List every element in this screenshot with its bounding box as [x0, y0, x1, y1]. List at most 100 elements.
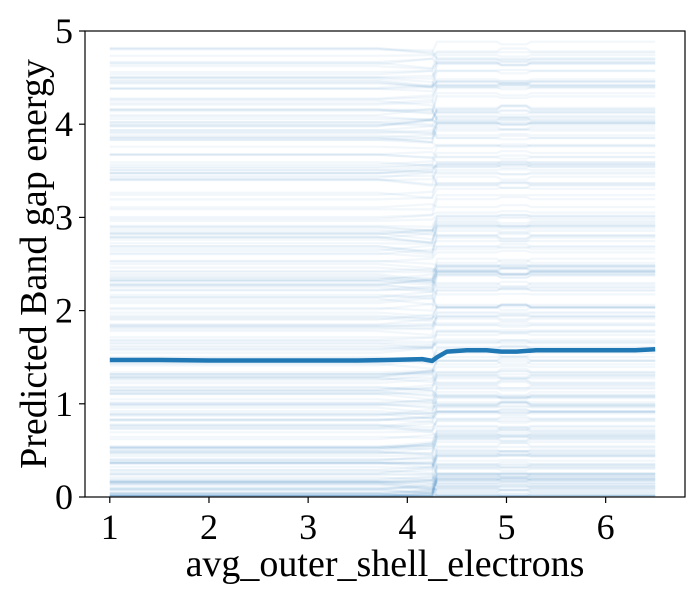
- ice-line: [109, 373, 656, 384]
- ice-line: [109, 483, 656, 498]
- ice-line: [109, 345, 656, 364]
- ice-line: [109, 274, 656, 300]
- ice-line: [109, 428, 656, 450]
- ice-line: [109, 114, 656, 140]
- ice-line: [109, 180, 656, 196]
- ice-line: [109, 450, 656, 475]
- ice-line: [109, 338, 656, 348]
- ice-line: [109, 312, 656, 320]
- ice-line: [109, 122, 656, 144]
- ice-line: [109, 477, 656, 498]
- ice-line: [109, 474, 656, 498]
- ice-line: [109, 69, 656, 87]
- ice-line: [109, 479, 656, 484]
- ice-line: [109, 456, 656, 470]
- ice-line: [109, 356, 656, 378]
- ice-line: [109, 462, 656, 475]
- ice-line: [109, 445, 656, 461]
- ice-line: [109, 463, 656, 486]
- ice-line: [109, 262, 656, 276]
- ice-line: [109, 115, 656, 127]
- ice-line: [109, 265, 656, 280]
- ice-line: [109, 107, 656, 122]
- ice-line: [109, 375, 656, 384]
- ice-line: [109, 473, 656, 486]
- ice-line: [109, 267, 656, 272]
- ice-line: [109, 373, 656, 391]
- ice-line: [109, 213, 656, 222]
- ice-line: [109, 358, 656, 376]
- ice-line: [109, 494, 656, 498]
- ice-line: [109, 367, 656, 378]
- ice-line: [109, 224, 656, 235]
- x-tick-label: 1: [101, 507, 119, 547]
- ice-line: [109, 196, 656, 220]
- ice-line: [109, 491, 656, 498]
- ice-line: [109, 259, 656, 268]
- ice-line: [109, 376, 656, 390]
- x-axis: 1 2 3 4 5 6: [101, 497, 615, 547]
- ice-line: [109, 491, 656, 498]
- ice-line: [109, 490, 656, 496]
- ice-line: [109, 476, 656, 495]
- ice-line: [109, 161, 656, 176]
- x-tick-label: 6: [597, 507, 615, 547]
- ice-line: [109, 99, 656, 116]
- ice-line: [109, 329, 656, 339]
- ice-line: [109, 364, 656, 376]
- ice-line: [109, 234, 656, 254]
- ice-line: [109, 294, 656, 310]
- ice-line: [109, 221, 656, 245]
- ice-line: [109, 303, 656, 321]
- ice-line: [109, 104, 656, 127]
- ice-line: [109, 339, 656, 349]
- ice-line: [109, 213, 656, 239]
- ice-line: [109, 340, 656, 349]
- ice-line: [109, 163, 656, 172]
- ice-line: [109, 332, 656, 342]
- ice-line: [109, 138, 656, 149]
- ice-line: [109, 215, 656, 228]
- ice-line: [109, 98, 656, 115]
- ice-line: [109, 472, 656, 496]
- ice-line: [109, 117, 656, 126]
- ice-line: [109, 129, 656, 141]
- ice-line: [109, 411, 656, 421]
- ice-line: [109, 303, 656, 320]
- ice-line: [109, 223, 656, 232]
- ice-line: [109, 120, 656, 139]
- ice-line: [109, 150, 656, 170]
- ice-line: [109, 267, 656, 292]
- ice-line: [109, 236, 656, 254]
- ice-line: [109, 124, 656, 140]
- ice-line: [109, 245, 656, 259]
- ice-line: [109, 228, 656, 237]
- y-tick-label: 2: [55, 291, 73, 331]
- ice-line: [109, 239, 656, 245]
- ice-line: [109, 80, 656, 93]
- ice-line: [109, 280, 656, 298]
- ice-line: [109, 266, 656, 274]
- y-tick-label: 1: [55, 384, 73, 424]
- ice-line: [109, 464, 656, 490]
- ice-line: [109, 243, 656, 252]
- ice-line: [109, 410, 656, 417]
- ice-line: [109, 386, 656, 398]
- ice-line: [109, 454, 656, 462]
- ice-line: [109, 467, 656, 495]
- ice-line: [109, 228, 656, 240]
- ice-line: [109, 385, 656, 399]
- y-axis: 0 1 2 3 4 5: [55, 11, 85, 517]
- ice-line: [109, 435, 656, 439]
- ice-line: [109, 288, 656, 296]
- ice-line: [109, 249, 656, 263]
- ice-line: [109, 92, 656, 115]
- ice-line: [109, 480, 656, 495]
- ice-line: [109, 398, 656, 406]
- ice-line: [109, 393, 656, 404]
- plot-frame: [84, 30, 686, 498]
- ice-line: [109, 115, 656, 126]
- ice-line: [109, 423, 656, 432]
- ice-line: [109, 278, 656, 288]
- ice-line: [109, 471, 656, 484]
